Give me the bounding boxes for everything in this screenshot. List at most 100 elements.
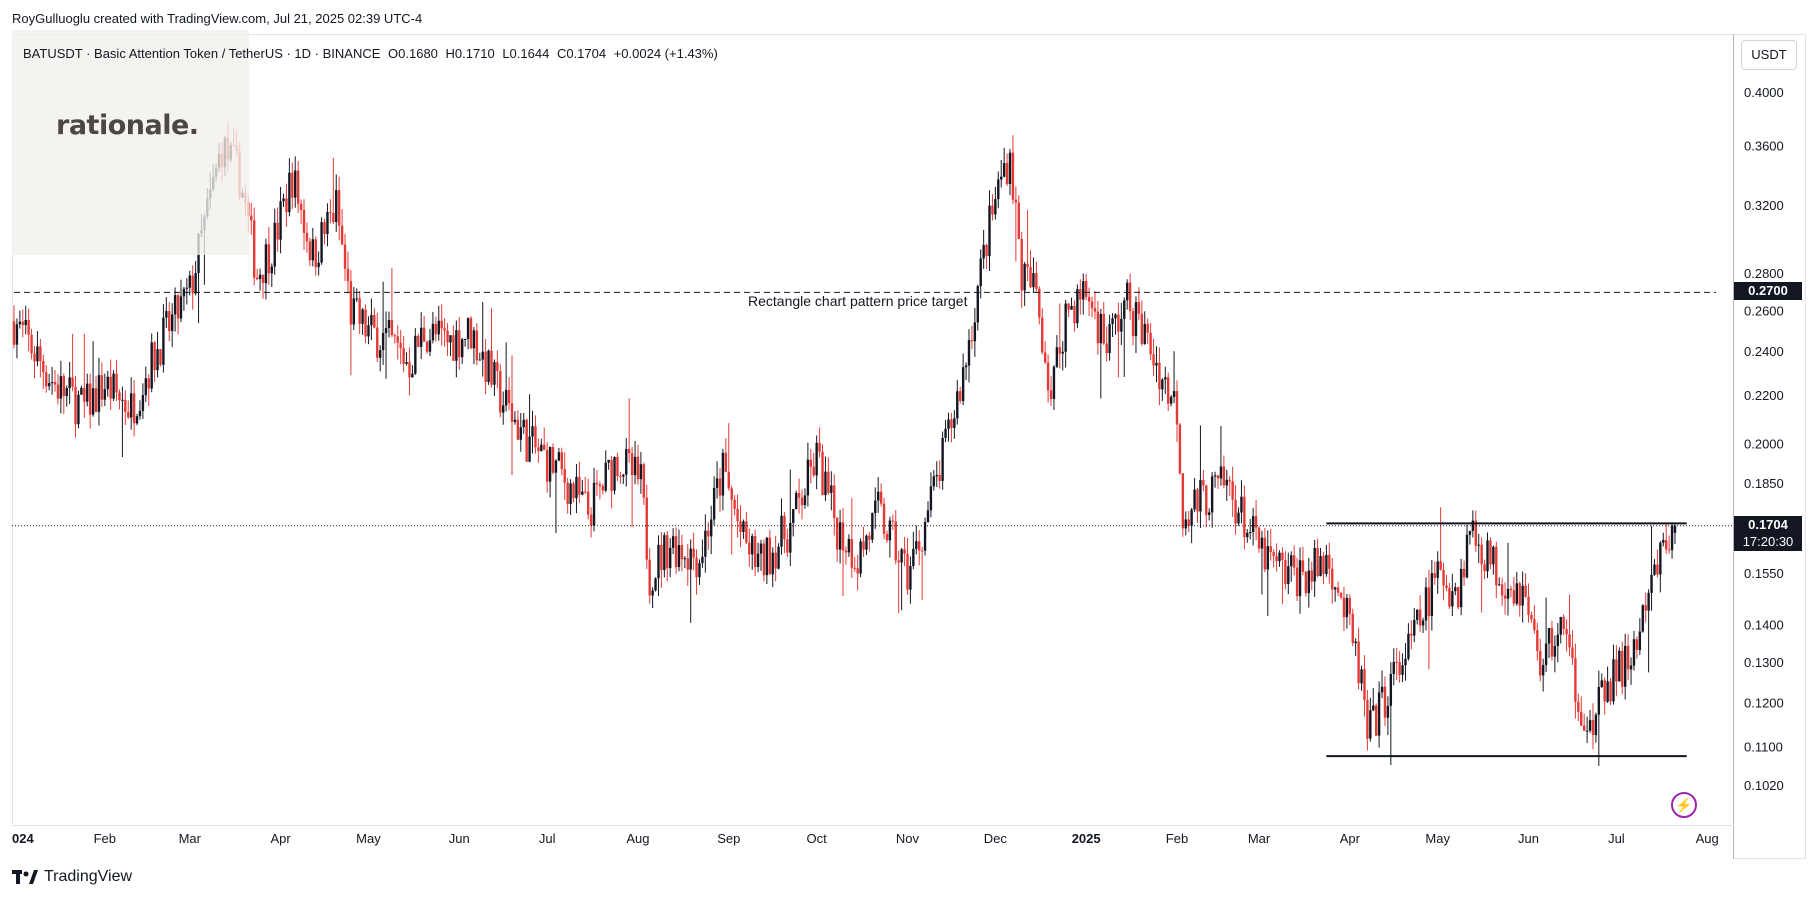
candle-body <box>1213 475 1217 477</box>
candle-body <box>71 377 74 387</box>
candle-body <box>1577 701 1580 712</box>
candle-body <box>399 342 402 349</box>
candle-body <box>86 383 89 402</box>
candle-body <box>959 391 962 402</box>
legend-symbol[interactable]: BATUSDT · Basic Attention Token / Tether… <box>23 46 381 61</box>
y-tick-label: 0.3200 <box>1744 198 1784 213</box>
candle-body <box>185 287 189 289</box>
candle-body <box>586 491 590 515</box>
y-tick-label: 0.2200 <box>1744 388 1784 403</box>
candle-body <box>1333 587 1337 590</box>
candle-body <box>1433 573 1436 578</box>
currency-button[interactable]: USDT <box>1741 40 1797 70</box>
candle-body <box>572 483 575 499</box>
candle-body <box>42 361 45 373</box>
candle-body <box>1471 520 1475 531</box>
candle-body <box>1260 537 1264 549</box>
candle-body <box>27 319 30 335</box>
candle-body <box>654 578 657 591</box>
candle-body <box>1193 489 1196 510</box>
candle-body <box>179 296 183 319</box>
candle-body <box>1571 647 1574 659</box>
candle-body <box>712 487 716 520</box>
candle-body <box>279 201 282 240</box>
price-axis-pane[interactable] <box>1733 34 1806 859</box>
candle-body <box>707 530 710 537</box>
candle-body <box>56 384 60 399</box>
candle-body <box>1140 313 1144 344</box>
candle-body <box>1055 347 1059 367</box>
candle-body <box>581 491 584 495</box>
candle-body <box>809 459 813 467</box>
candle-body <box>417 335 420 347</box>
pattern-target-label[interactable]: Rectangle chart pattern price target <box>748 293 968 309</box>
candle-body <box>1483 564 1486 572</box>
last-price-tag: 0.1704 <box>1734 516 1802 534</box>
symbol-legend[interactable]: BATUSDT · Basic Attention Token / Tether… <box>23 46 722 61</box>
candle-body <box>827 471 830 493</box>
candle-body <box>639 464 643 480</box>
candle-body <box>112 373 115 399</box>
candles-group[interactable] <box>12 122 1677 766</box>
candle-body <box>1137 302 1141 314</box>
candle-body <box>1424 587 1428 621</box>
candle-body <box>516 419 520 440</box>
candle-body <box>663 535 666 571</box>
candle-body <box>258 274 262 280</box>
candle-body <box>1278 552 1281 562</box>
candle-body <box>490 350 493 385</box>
candle-body <box>604 462 607 491</box>
candle-body <box>1287 566 1290 585</box>
candle-body <box>1096 311 1100 344</box>
candle-body <box>1322 556 1325 575</box>
candle-body <box>970 340 974 342</box>
legend-close: C0.1704 <box>556 46 607 61</box>
candle-body <box>1515 583 1518 604</box>
candle-body <box>1659 542 1662 575</box>
candle-body <box>903 549 906 554</box>
y-tick-label: 0.3600 <box>1744 138 1784 153</box>
candle-body <box>97 375 101 412</box>
candle-body <box>563 469 566 483</box>
y-tick-label: 0.2800 <box>1744 266 1784 281</box>
candle-body <box>710 519 713 537</box>
candle-body <box>308 241 312 261</box>
lightning-icon[interactable]: ⚡ <box>1671 792 1697 818</box>
candle-body <box>1656 564 1659 575</box>
candle-body <box>909 565 912 590</box>
candle-body <box>94 388 98 412</box>
candle-body <box>282 198 285 202</box>
candle-body <box>1316 548 1319 577</box>
tradingview-brand[interactable]: TradingView <box>12 868 132 886</box>
candle-body <box>1565 629 1568 635</box>
candle-body <box>1588 720 1592 731</box>
candle-body <box>12 321 16 345</box>
y-tick-label: 0.1400 <box>1744 617 1784 632</box>
candle-body <box>1421 620 1425 626</box>
x-tick-label: Jul <box>539 831 556 846</box>
candle-body <box>1073 305 1076 324</box>
watermark-panel <box>12 30 249 255</box>
candle-body <box>1518 583 1521 606</box>
candle-body <box>920 550 924 552</box>
candle-body <box>323 222 326 234</box>
candle-body <box>1363 669 1366 700</box>
candle-body <box>373 314 376 328</box>
candle-body <box>18 321 22 325</box>
candle-body <box>1597 686 1601 715</box>
candle-body <box>551 447 555 473</box>
candle-body <box>15 324 19 345</box>
chart-attribution: RoyGulluoglu created with TradingView.co… <box>12 11 423 26</box>
candle-body <box>1559 616 1562 635</box>
candle-body <box>994 199 997 215</box>
candle-body <box>1143 323 1146 344</box>
candle-body <box>1090 301 1094 309</box>
candle-body <box>499 370 502 413</box>
candle-body <box>973 322 977 342</box>
candle-body <box>762 543 766 576</box>
candle-body <box>469 318 473 349</box>
candle-body <box>537 447 540 452</box>
candle-body <box>1427 587 1431 616</box>
x-tick-label: May <box>356 831 381 846</box>
